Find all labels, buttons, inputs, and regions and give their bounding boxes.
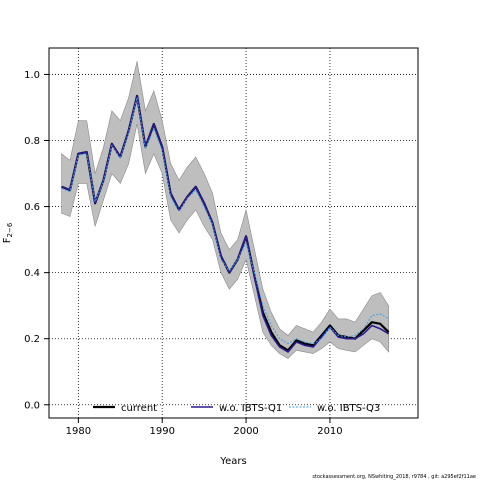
- x-tick-label: 2010: [317, 426, 342, 437]
- legend: current w.o. IBTS-Q1 w.o. IBTS-Q3: [93, 403, 380, 414]
- y-tick-label: 0.8: [24, 136, 40, 147]
- x-axis-title: Years: [219, 456, 246, 467]
- y-tick-label: 1.0: [24, 70, 40, 81]
- y-axis-title: F2−6: [2, 222, 14, 243]
- axis-ticks: 1980 1990 2000 2010 0.0 0.2 0.4 0.6 0.8 1.0: [24, 70, 343, 437]
- plot-frame: [48, 47, 419, 419]
- y-axis-title-subscript: 2−6: [6, 222, 14, 237]
- y-tick-label: 0.2: [24, 334, 40, 345]
- y-tick-label: 0.4: [24, 268, 40, 279]
- y-tick-label: 0.0: [24, 400, 40, 411]
- series-lines: [61, 94, 390, 353]
- x-tick-label: 1980: [66, 426, 91, 437]
- legend-label-3: w.o. IBTS-Q3: [317, 403, 380, 414]
- legend-label-2: w.o. IBTS-Q1: [219, 403, 282, 414]
- x-tick-label: 1990: [149, 426, 174, 437]
- footnote: stockassessment.org, NSwhiting_2018, r97…: [312, 474, 476, 480]
- series-line-2: [61, 95, 390, 353]
- x-tick-label: 2000: [233, 426, 258, 437]
- y-axis-title-main: F: [2, 237, 13, 243]
- y-tick-label: 0.6: [24, 202, 40, 213]
- legend-label-1: current: [121, 403, 157, 414]
